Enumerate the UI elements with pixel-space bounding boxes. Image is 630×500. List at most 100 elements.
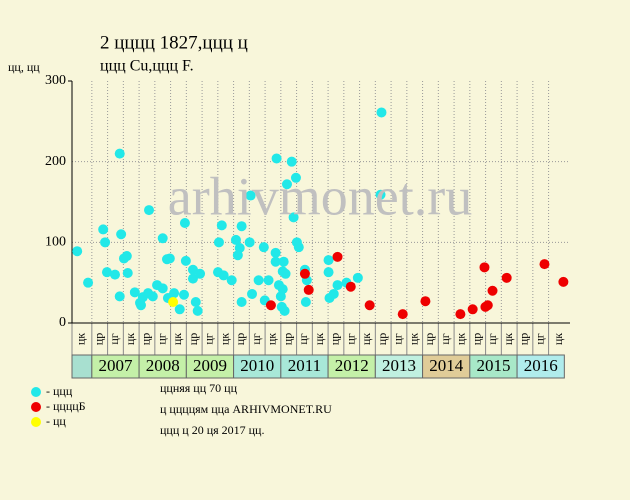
point <box>271 153 282 164</box>
point <box>109 269 120 280</box>
period-label: цк <box>406 333 420 345</box>
period-label: цр <box>233 333 247 345</box>
point <box>455 309 466 320</box>
point <box>72 246 83 257</box>
point <box>345 281 356 292</box>
point <box>332 280 343 291</box>
point <box>190 297 201 308</box>
point <box>323 255 334 266</box>
chart-title: 2 цццц 1827,ццц ц <box>100 32 248 53</box>
point <box>195 268 206 279</box>
period-label: цк <box>359 333 373 345</box>
period-label: цр <box>422 333 436 345</box>
point <box>420 296 431 307</box>
point <box>278 256 289 267</box>
point <box>100 237 111 248</box>
point <box>288 212 299 223</box>
point <box>144 205 155 216</box>
period-label: цк <box>454 333 468 345</box>
legend-marker <box>31 417 41 427</box>
period-label: цг <box>249 333 263 344</box>
point <box>290 172 301 183</box>
point <box>179 217 190 228</box>
point <box>247 288 258 299</box>
point <box>114 148 125 159</box>
point <box>501 272 512 283</box>
point <box>299 268 310 279</box>
point <box>122 267 133 278</box>
point <box>482 300 493 311</box>
point <box>303 284 314 295</box>
point <box>352 272 363 283</box>
period-label: цк <box>265 333 279 345</box>
point <box>169 288 180 299</box>
point <box>180 255 191 266</box>
y-tick-label: 0 <box>59 315 66 330</box>
period-label: цк <box>74 333 88 345</box>
period-label: цг <box>296 333 310 344</box>
period-label: цг <box>532 333 546 344</box>
y-axis-label: цц, цц <box>8 60 40 74</box>
year-label: 2010 <box>240 356 274 375</box>
point <box>114 291 125 302</box>
y-tick-label: 300 <box>45 73 66 88</box>
point <box>286 156 297 167</box>
y-tick-label: 200 <box>45 154 66 169</box>
year-cell <box>516 354 565 379</box>
point <box>300 297 311 308</box>
point <box>216 220 227 231</box>
point <box>293 242 304 253</box>
year-label: 2013 <box>382 356 416 375</box>
point <box>218 270 229 281</box>
year-label: 2014 <box>429 356 464 375</box>
point <box>174 304 185 315</box>
period-label: цг <box>391 333 405 344</box>
point <box>332 251 343 262</box>
legend-label: - цц <box>46 414 66 428</box>
point <box>253 275 264 286</box>
period-label: цг <box>202 333 216 344</box>
point <box>245 190 256 201</box>
point <box>244 237 255 248</box>
point <box>270 256 281 267</box>
legend-label: - ццццБ <box>46 399 86 413</box>
note: ццц ц 20 ця 2017 цц. <box>160 423 264 437</box>
point <box>192 305 203 316</box>
year-label: 2015 <box>476 356 510 375</box>
point <box>479 262 490 273</box>
year-label: 2007 <box>98 356 133 375</box>
point <box>116 229 127 240</box>
point <box>213 237 224 248</box>
point <box>164 253 175 264</box>
point <box>281 179 292 190</box>
year-label: 2008 <box>146 356 180 375</box>
period-label: цк <box>170 333 184 345</box>
y-tick-label: 100 <box>45 235 66 250</box>
point <box>265 300 276 311</box>
period-label: цк <box>123 333 137 345</box>
period-label: цк <box>312 333 326 345</box>
note: ццняя цц 70 цц <box>160 381 238 395</box>
period-label: цр <box>375 333 389 345</box>
point <box>277 284 288 295</box>
point <box>375 189 386 200</box>
point <box>121 251 132 262</box>
point <box>328 288 339 299</box>
period-label: цр <box>469 333 483 345</box>
point <box>83 277 94 288</box>
period-label: цк <box>501 333 515 345</box>
period-label: цр <box>186 333 200 345</box>
point <box>236 221 247 232</box>
year-label: 2012 <box>335 356 369 375</box>
year-label: 2009 <box>193 356 227 375</box>
point <box>157 283 168 294</box>
point <box>98 224 109 235</box>
year-label: 2011 <box>288 356 321 375</box>
point <box>135 300 146 311</box>
point <box>558 276 569 287</box>
point <box>364 300 375 311</box>
period-label: цк <box>551 333 565 345</box>
point <box>187 273 198 284</box>
chart-subtitle: ццц Cu,ццц F. <box>100 58 194 75</box>
